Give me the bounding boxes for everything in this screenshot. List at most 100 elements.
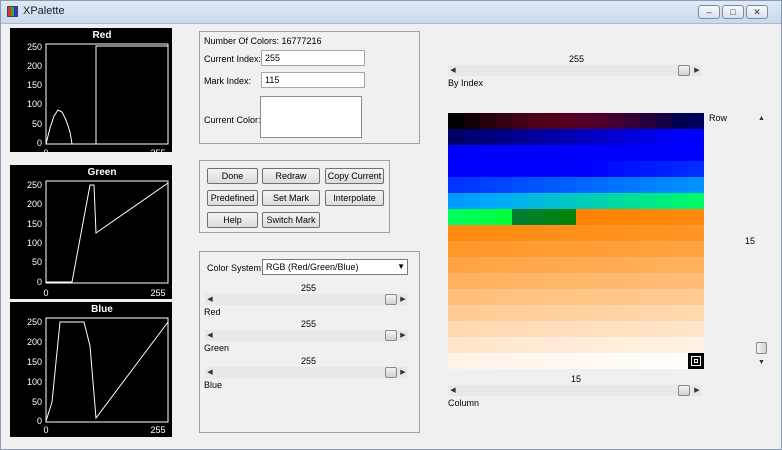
- palette-cell[interactable]: [528, 145, 544, 161]
- palette-cell[interactable]: [592, 209, 608, 225]
- palette-cell[interactable]: [464, 161, 480, 177]
- done-button[interactable]: Done: [207, 168, 258, 184]
- palette-cell[interactable]: [496, 225, 512, 241]
- palette-cell[interactable]: [496, 353, 512, 369]
- palette-cell[interactable]: [448, 257, 464, 273]
- palette-cell[interactable]: [640, 353, 656, 369]
- palette-cell[interactable]: [528, 289, 544, 305]
- palette-cell[interactable]: [560, 225, 576, 241]
- palette-cell[interactable]: [608, 113, 624, 129]
- palette-cell[interactable]: [448, 289, 464, 305]
- palette-cell[interactable]: [496, 305, 512, 321]
- palette-cell[interactable]: [512, 193, 528, 209]
- palette-cell[interactable]: [544, 257, 560, 273]
- palette-cell[interactable]: [656, 273, 672, 289]
- palette-cell[interactable]: [512, 161, 528, 177]
- palette-cell[interactable]: [464, 305, 480, 321]
- palette-cell[interactable]: [448, 145, 464, 161]
- set-mark-button[interactable]: Set Mark: [262, 190, 320, 206]
- palette-cell[interactable]: [656, 353, 672, 369]
- palette-cell[interactable]: [688, 113, 704, 129]
- palette-cell[interactable]: [560, 321, 576, 337]
- scroll-left-icon[interactable]: ◀: [450, 67, 456, 74]
- palette-cell[interactable]: [448, 193, 464, 209]
- palette-cell[interactable]: [672, 257, 688, 273]
- palette-cell[interactable]: [560, 177, 576, 193]
- palette-cell[interactable]: [592, 305, 608, 321]
- palette-cell[interactable]: [624, 209, 640, 225]
- close-icon[interactable]: ✕: [746, 5, 768, 19]
- palette-cell[interactable]: [576, 145, 592, 161]
- palette-cell[interactable]: [544, 225, 560, 241]
- row-slider[interactable]: ▲ ▼: [756, 114, 767, 368]
- palette-cell[interactable]: [544, 289, 560, 305]
- palette-cell[interactable]: [688, 225, 704, 241]
- palette-cell[interactable]: [512, 353, 528, 369]
- chevron-down-icon[interactable]: ▼: [397, 262, 405, 271]
- interpolate-button[interactable]: Interpolate: [325, 190, 384, 206]
- palette-cell[interactable]: [512, 321, 528, 337]
- palette-cell[interactable]: [624, 145, 640, 161]
- palette-cell[interactable]: [688, 337, 704, 353]
- palette-cell[interactable]: [480, 129, 496, 145]
- palette-cell[interactable]: [512, 209, 528, 225]
- palette-cell[interactable]: [656, 177, 672, 193]
- palette-cell[interactable]: [688, 321, 704, 337]
- palette-cell[interactable]: [544, 161, 560, 177]
- palette-cell[interactable]: [464, 241, 480, 257]
- palette-cell[interactable]: [512, 305, 528, 321]
- palette-cell[interactable]: [640, 257, 656, 273]
- palette-cell[interactable]: [608, 273, 624, 289]
- palette-cell[interactable]: [464, 273, 480, 289]
- by-index-thumb[interactable]: [678, 65, 690, 76]
- palette-cell[interactable]: [496, 321, 512, 337]
- palette-cell[interactable]: [448, 241, 464, 257]
- red-slider[interactable]: ◀ ▶: [205, 294, 408, 305]
- current-index-field[interactable]: 255: [261, 50, 365, 66]
- palette-cell[interactable]: [544, 305, 560, 321]
- palette-cell[interactable]: [576, 337, 592, 353]
- palette-cell[interactable]: [656, 161, 672, 177]
- palette-cell[interactable]: [640, 129, 656, 145]
- palette-cell[interactable]: [656, 225, 672, 241]
- switch-mark-button[interactable]: Switch Mark: [262, 212, 320, 228]
- palette-cell[interactable]: [480, 353, 496, 369]
- redraw-button[interactable]: Redraw: [262, 168, 320, 184]
- palette-cell[interactable]: [512, 273, 528, 289]
- palette-cell[interactable]: [656, 241, 672, 257]
- palette-cell[interactable]: [528, 193, 544, 209]
- palette-cell[interactable]: [528, 161, 544, 177]
- palette-cell[interactable]: [544, 241, 560, 257]
- palette-cell[interactable]: [448, 209, 464, 225]
- palette-cell[interactable]: [624, 113, 640, 129]
- palette-cell[interactable]: [640, 241, 656, 257]
- palette-cell[interactable]: [496, 273, 512, 289]
- palette-cell[interactable]: [560, 241, 576, 257]
- palette-cell[interactable]: [480, 289, 496, 305]
- palette-cell[interactable]: [464, 113, 480, 129]
- palette-cell[interactable]: [576, 305, 592, 321]
- palette-cell[interactable]: [688, 145, 704, 161]
- palette-cell[interactable]: [464, 257, 480, 273]
- maximize-icon[interactable]: □: [722, 5, 744, 19]
- palette-cell[interactable]: [496, 257, 512, 273]
- palette-cell[interactable]: [528, 353, 544, 369]
- palette-cell[interactable]: [448, 161, 464, 177]
- palette-cell[interactable]: [624, 273, 640, 289]
- palette-cell[interactable]: [576, 273, 592, 289]
- palette-cell[interactable]: [528, 273, 544, 289]
- palette-cell[interactable]: [480, 241, 496, 257]
- palette-cell[interactable]: [560, 289, 576, 305]
- palette-cell[interactable]: [640, 289, 656, 305]
- palette-cell[interactable]: [576, 161, 592, 177]
- palette-cell[interactable]: [656, 305, 672, 321]
- palette-cell[interactable]: [592, 241, 608, 257]
- palette-cell[interactable]: [560, 257, 576, 273]
- palette-cell[interactable]: [576, 257, 592, 273]
- palette-cell[interactable]: [576, 113, 592, 129]
- palette-cell[interactable]: [512, 145, 528, 161]
- palette-cell[interactable]: [496, 145, 512, 161]
- palette-cell[interactable]: [608, 161, 624, 177]
- palette-cell[interactable]: [480, 305, 496, 321]
- palette-cell[interactable]: [640, 161, 656, 177]
